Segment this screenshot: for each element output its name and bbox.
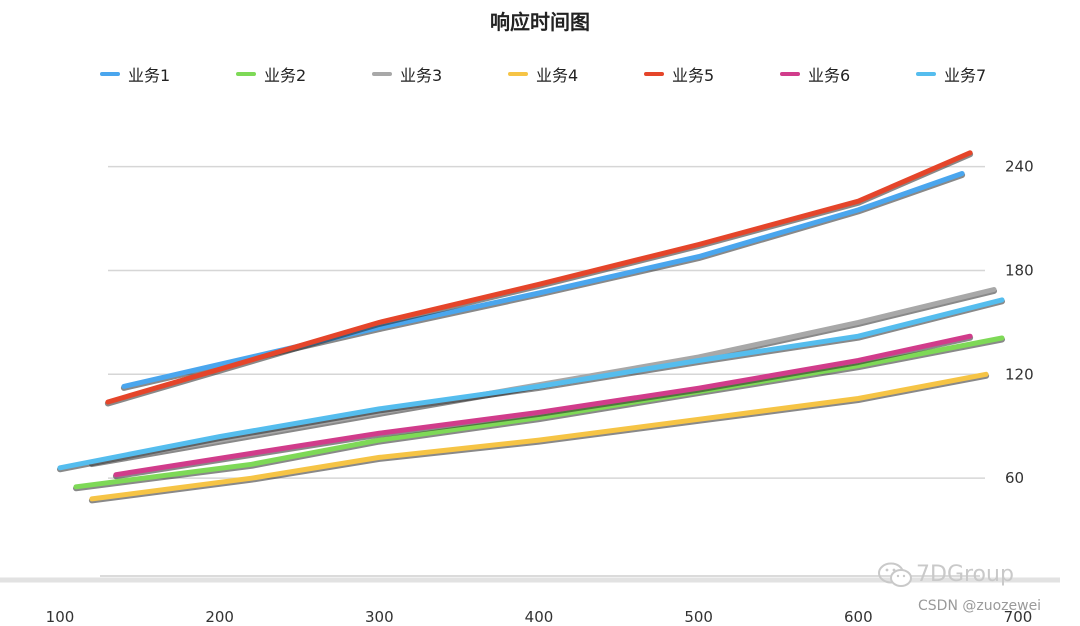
watermark-brand-text: 7DGroup [916, 562, 1014, 587]
legend-item-7: 业务7 [916, 62, 986, 86]
legend: 业务1 业务2 业务3 业务4 业务5 业务6 业务7 [0, 62, 1080, 86]
y-tick-label-240: 240 [1005, 158, 1034, 176]
y-tick-label-120: 120 [1005, 365, 1034, 383]
x-tick-label-400: 400 [525, 608, 554, 626]
series-line-7 [57, 297, 1005, 471]
x-tick-label-500: 500 [684, 608, 713, 626]
legend-swatch-4 [508, 72, 528, 76]
legend-item-6: 业务6 [780, 62, 850, 86]
legend-label-2: 业务2 [264, 66, 307, 85]
series-line-6 [113, 333, 973, 478]
legend-swatch-3 [372, 72, 392, 76]
x-tick-label-100: 100 [46, 608, 75, 626]
legend-label-6: 业务6 [808, 66, 851, 85]
legend-item-5: 业务5 [644, 62, 714, 86]
y-tick-label-60: 60 [1005, 469, 1024, 487]
wechat-icon [878, 562, 912, 587]
legend-label-7: 业务7 [944, 66, 987, 85]
legend-swatch-1 [100, 72, 120, 76]
x-tick-label-600: 600 [844, 608, 873, 626]
chart-title: 响应时间图 [490, 10, 590, 34]
series-line-5 [105, 150, 973, 405]
legend-label-4: 业务4 [536, 66, 579, 85]
series-line-4 [89, 371, 989, 502]
legend-swatch-5 [644, 72, 664, 76]
x-tick-label-300: 300 [365, 608, 394, 626]
legend-item-1: 业务1 [100, 62, 170, 86]
series-line-2 [73, 335, 1005, 490]
legend-item-2: 业务2 [236, 62, 306, 86]
legend-label-1: 业务1 [128, 66, 171, 85]
legend-swatch-6 [780, 72, 800, 76]
legend-item-4: 业务4 [508, 62, 578, 86]
y-tick-label-180: 180 [1005, 261, 1034, 279]
x-tick-label-200: 200 [205, 608, 234, 626]
legend-swatch-2 [236, 72, 256, 76]
legend-item-3: 业务3 [372, 62, 442, 86]
watermark-source: CSDN @zuozewei [918, 598, 1042, 614]
legend-swatch-7 [916, 72, 936, 76]
legend-label-5: 业务5 [672, 66, 715, 85]
x-tick-label-700: 700 [1004, 608, 1033, 626]
legend-label-3: 业务3 [400, 66, 443, 85]
watermark-brand: 7DGroup [878, 562, 1014, 588]
